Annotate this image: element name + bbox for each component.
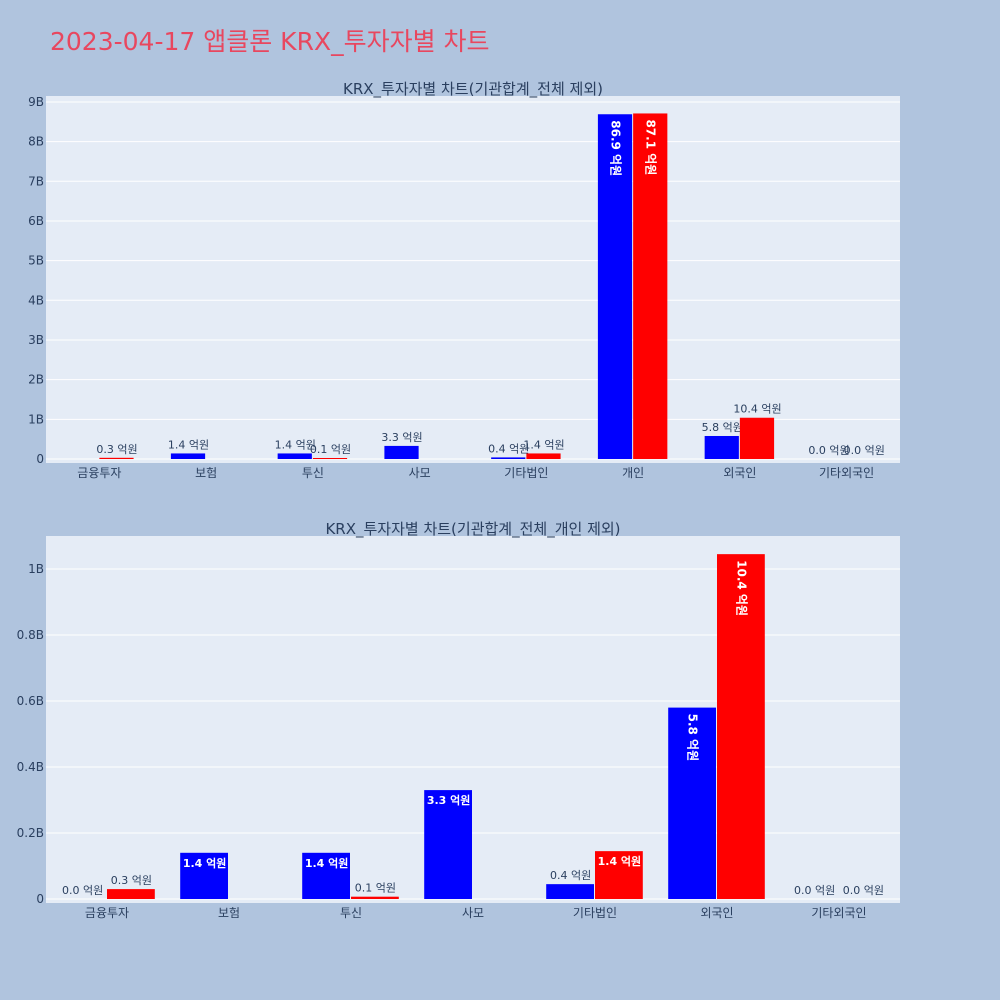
data-label: 0.0 억원 [843, 884, 884, 897]
data-label: 1.4 억원 [598, 854, 642, 868]
bar [526, 453, 561, 459]
data-label: 87.1 억원 [644, 119, 658, 175]
data-label: 1.4 억원 [183, 856, 227, 870]
x-tick-label: 기타외국인 [811, 906, 866, 920]
plot-area [46, 96, 900, 463]
bar [170, 453, 206, 459]
y-tick-label: 8B [28, 135, 44, 149]
data-label: 0.4 억원 [488, 442, 529, 455]
data-label: 0.0 억원 [794, 884, 835, 897]
data-label: 5.8 억원 [686, 714, 700, 762]
y-tick-label: 0.2B [17, 826, 44, 840]
data-label: 5.8 억원 [702, 421, 743, 434]
chart-1: 0 1B 2B 3B 4B 5B 6B 7B 8B 9B KRX_투자자별 차트(기관합계_전체 제… [28, 80, 900, 480]
data-label: 0.4 억원 [550, 869, 591, 882]
bar [633, 113, 668, 459]
bar [546, 884, 594, 899]
bar [351, 896, 399, 899]
data-label: 1.4 억원 [168, 438, 209, 451]
x-tick-label: 투신 [340, 906, 362, 920]
x-tick-label: 사모 [409, 466, 431, 480]
page-title: 2023-04-17 앱클론 KRX_투자자별 차트 [50, 27, 490, 56]
plot-area [46, 536, 900, 903]
data-label: 0.3 억원 [96, 443, 137, 456]
chart-title: KRX_투자자별 차트(기관합계_전체_개인 제외) [325, 520, 620, 539]
bar [668, 707, 716, 899]
x-tick-label: 외국인 [700, 906, 733, 920]
y-tick-label: 4B [28, 293, 44, 307]
x-tick-label: 보험 [218, 906, 240, 920]
x-tick-label: 금융투자 [77, 466, 121, 480]
bar [99, 457, 134, 459]
bar [704, 435, 739, 459]
y-tick-label: 0.6B [17, 694, 44, 708]
x-tick-label: 기타법인 [573, 906, 617, 920]
data-label: 0.0 억원 [808, 444, 849, 457]
data-label: 0.0 억원 [844, 444, 885, 457]
y-tick-label: 0 [36, 892, 44, 906]
x-tick-label: 보험 [195, 466, 217, 480]
y-tick-label: 7B [28, 174, 44, 188]
y-tick-label: 2B [28, 373, 44, 387]
y-tick-label: 1B [28, 412, 44, 426]
bar [739, 417, 775, 459]
y-tick-label: 5B [28, 254, 44, 268]
y-tick-label: 6B [28, 214, 44, 228]
bar [107, 889, 155, 899]
data-label: 0.1 억원 [310, 443, 351, 456]
data-label: 10.4 억원 [734, 560, 748, 616]
data-label: 3.3 억원 [427, 793, 471, 807]
bar [491, 457, 526, 459]
data-label: 86.9 억원 [609, 120, 623, 176]
data-label: 3.3 억원 [381, 431, 422, 444]
y-tick-label: 3B [28, 333, 44, 347]
bar [597, 114, 633, 460]
x-tick-label: 투신 [302, 466, 324, 480]
data-label: 1.4 억원 [523, 438, 564, 451]
chart-title: KRX_투자자별 차트(기관합계_전체 제외) [343, 80, 603, 99]
y-tick-label: 9B [28, 95, 44, 109]
x-tick-label: 금융투자 [85, 906, 129, 920]
x-tick-label: 개인 [622, 466, 644, 480]
bar [595, 851, 643, 899]
bar [312, 458, 348, 459]
x-tick-label: 기타외국인 [819, 466, 874, 480]
data-label: 1.4 억원 [305, 856, 349, 870]
data-label: 1.4 억원 [275, 438, 316, 451]
y-tick-label: 0.4B [17, 760, 44, 774]
bar [384, 445, 419, 459]
bar [424, 790, 472, 899]
y-tick-label: 0.8B [17, 628, 44, 642]
bar [277, 453, 312, 459]
data-label: 0.0 억원 [62, 884, 103, 897]
data-label: 0.3 억원 [111, 874, 152, 887]
x-tick-label: 기타법인 [504, 466, 548, 480]
y-tick-label: 0 [36, 452, 44, 466]
x-tick-label: 사모 [462, 906, 484, 920]
chart-2: 0 0.2B 0.4B 0.6B 0.8B 1B KRX_투자자별 차트(기관합계_전체_개… [17, 520, 900, 920]
data-label: 0.1 억원 [355, 882, 396, 895]
bar [302, 852, 350, 899]
data-label: 10.4 억원 [733, 403, 781, 416]
bar [180, 852, 228, 899]
bar [717, 554, 765, 899]
y-tick-label: 1B [28, 562, 44, 576]
x-tick-label: 외국인 [723, 466, 756, 480]
